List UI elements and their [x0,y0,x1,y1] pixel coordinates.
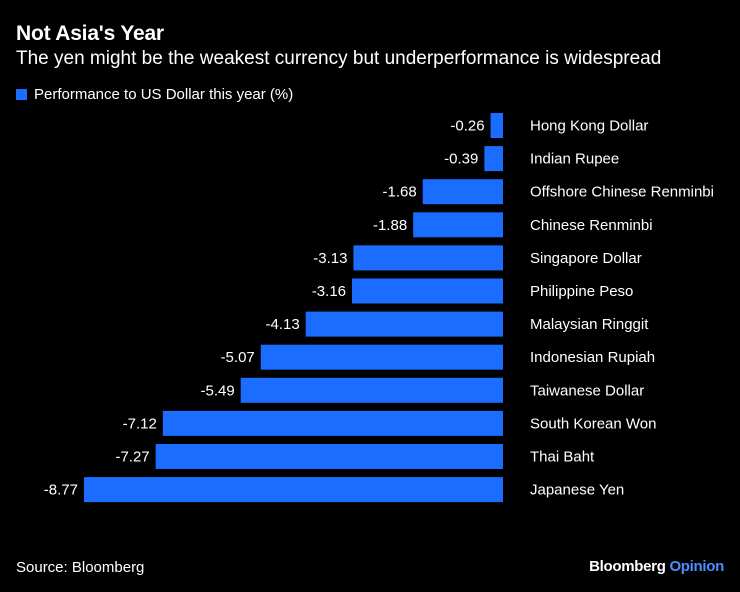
value-label: -1.68 [383,184,417,201]
bar [84,477,503,503]
category-label: Malaysian Ringgit [530,316,649,333]
category-label: Philippine Peso [530,283,633,300]
source-note: Source: Bloomberg [16,559,145,576]
bar [422,179,503,205]
brand-suffix: Opinion [669,558,724,575]
category-label: Indonesian Rupiah [530,349,655,366]
value-label: -5.49 [201,382,235,399]
category-label: South Korean Won [530,415,656,432]
category-label: Hong Kong Dollar [530,118,648,135]
value-label: -7.27 [115,449,149,466]
value-label: -0.39 [444,151,478,168]
value-label: -8.77 [44,482,78,499]
bar [353,245,503,271]
category-label: Indian Rupee [530,151,619,168]
value-label: -3.13 [313,250,347,267]
bar [305,311,503,337]
chart-title: Not Asia's Year [16,22,164,45]
value-label: -1.88 [373,217,407,234]
value-label: -7.12 [123,415,157,432]
bar [260,344,503,370]
bar [413,212,503,238]
legend-label: Performance to US Dollar this year (%) [34,86,294,103]
bar [240,377,503,403]
brand-logo: Bloomberg Opinion [589,558,724,575]
legend-swatch [16,89,27,100]
value-label: -3.16 [312,283,346,300]
value-label: -5.07 [221,349,255,366]
brand-name: Bloomberg [589,558,666,575]
category-label: Thai Baht [530,449,595,466]
chart-subtitle: The yen might be the weakest currency bu… [16,48,662,69]
bar [162,410,503,436]
bar [490,113,503,138]
category-label: Offshore Chinese Renminbi [530,184,714,201]
bar [484,146,503,172]
bar [352,278,503,304]
category-label: Chinese Renminbi [530,217,653,234]
value-label: -0.26 [450,118,484,135]
legend: Performance to US Dollar this year (%) [16,86,293,103]
value-label: -4.13 [265,316,299,333]
category-label: Taiwanese Dollar [530,382,644,399]
bar [155,444,503,469]
category-label: Singapore Dollar [530,250,642,267]
category-label: Japanese Yen [530,482,624,499]
